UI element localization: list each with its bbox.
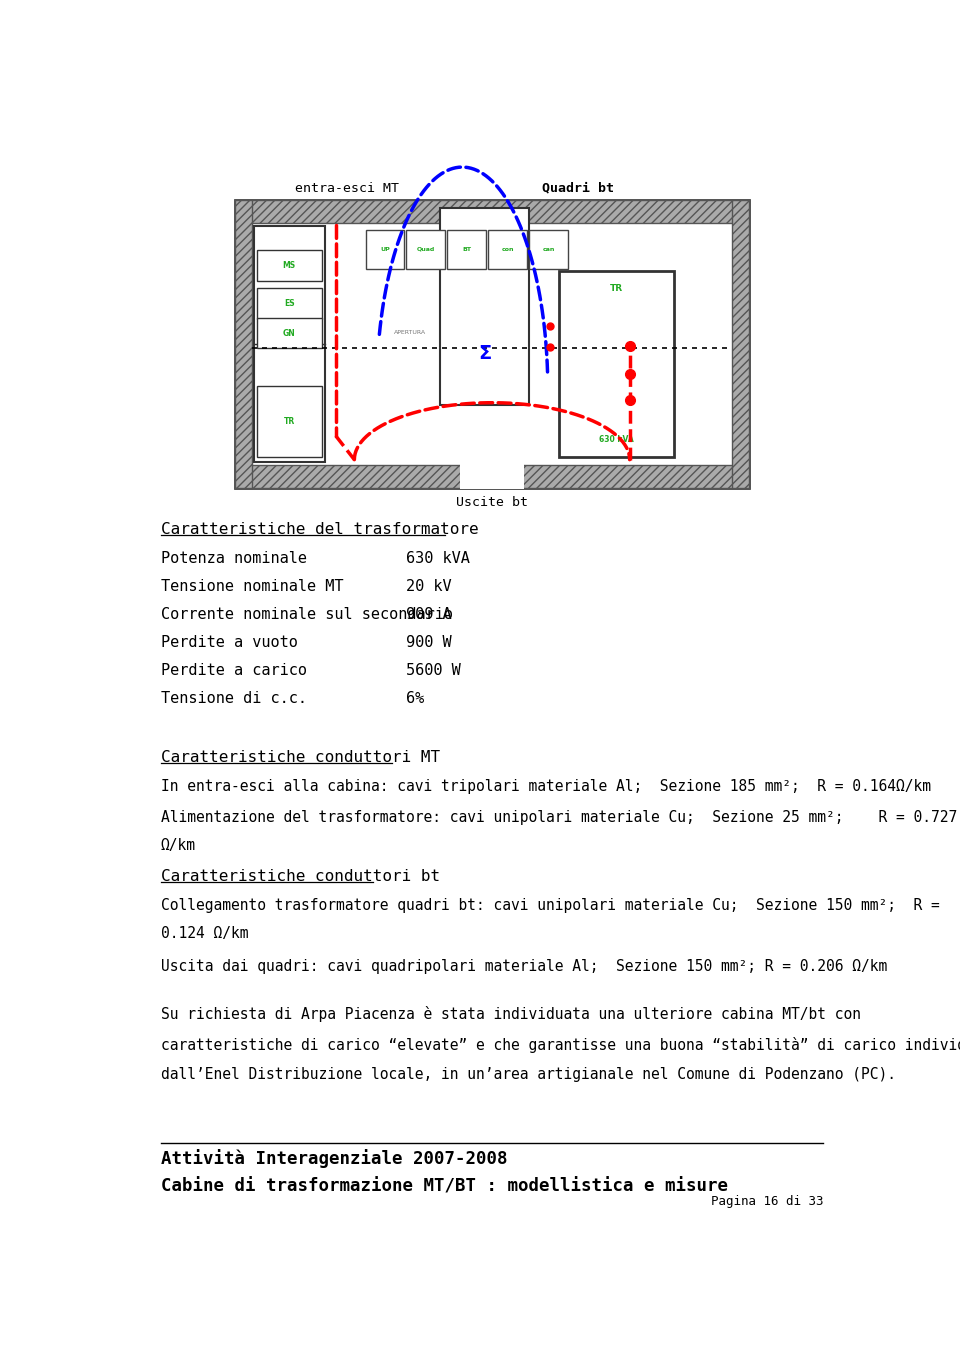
- Text: In entra-esci alla cabina: cavi tripolari materiale Al;  Sezione 185 mm²;  R = 0: In entra-esci alla cabina: cavi tripolar…: [161, 779, 931, 794]
- Bar: [529, 230, 568, 269]
- Text: Uscita dai quadri: cavi quadripolari materiale Al;  Sezione 150 mm²; R = 0.206 Ω: Uscita dai quadri: cavi quadripolari mat…: [161, 959, 887, 974]
- Text: Su richiesta di Arpa Piacenza è stata individuata una ulteriore cabina MT/bt con: Su richiesta di Arpa Piacenza è stata in…: [161, 1006, 861, 1022]
- Text: Σ: Σ: [478, 344, 492, 363]
- Text: dall’Enel Distribuzione locale, in un’area artigianale nel Comune di Podenzano (: dall’Enel Distribuzione locale, in un’ar…: [161, 1067, 896, 1081]
- Text: Caratteristiche del trasformatore: Caratteristiche del trasformatore: [161, 522, 478, 537]
- Text: Collegamento trasformatore quadri bt: cavi unipolari materiale Cu;  Sezione 150 : Collegamento trasformatore quadri bt: ca…: [161, 897, 940, 913]
- Text: con: con: [501, 247, 514, 252]
- Text: Corrente nominale sul secondario: Corrente nominale sul secondario: [161, 607, 453, 621]
- Bar: [366, 230, 404, 269]
- Text: MS: MS: [282, 261, 296, 270]
- Text: caratteristiche di carico “elevate” e che garantisse una buona “stabilità” di ca: caratteristiche di carico “elevate” e ch…: [161, 1037, 960, 1053]
- Text: APERTURA: APERTURA: [395, 330, 426, 335]
- Text: entra-esci MT: entra-esci MT: [295, 182, 399, 195]
- Bar: [235, 199, 252, 488]
- Text: Uscite bt: Uscite bt: [456, 496, 528, 508]
- Text: 900 W: 900 W: [406, 635, 452, 650]
- Bar: [235, 465, 749, 488]
- Text: 6%: 6%: [406, 690, 424, 706]
- Text: BT: BT: [462, 247, 471, 252]
- Text: 630 kVA: 630 kVA: [406, 551, 470, 566]
- Text: Cabine di trasformazione MT/BT : modellistica e misure: Cabine di trasformazione MT/BT : modelli…: [161, 1177, 728, 1196]
- Bar: [447, 230, 486, 269]
- Text: Perdite a carico: Perdite a carico: [161, 663, 307, 678]
- Text: Caratteristiche conduttori MT: Caratteristiche conduttori MT: [161, 749, 440, 765]
- Text: Alimentazione del trasformatore: cavi unipolari materiale Cu;  Sezione 25 mm²;  : Alimentazione del trasformatore: cavi un…: [161, 810, 957, 824]
- Text: Attività Interagenziale 2007-2008: Attività Interagenziale 2007-2008: [161, 1150, 508, 1169]
- Bar: [235, 199, 749, 222]
- Text: TR: TR: [283, 417, 295, 425]
- Bar: [257, 250, 322, 281]
- Text: Tensione nominale MT: Tensione nominale MT: [161, 578, 344, 593]
- Text: Perdite a vuoto: Perdite a vuoto: [161, 635, 298, 650]
- Text: Caratteristiche conduttori bt: Caratteristiche conduttori bt: [161, 869, 440, 884]
- Bar: [406, 230, 445, 269]
- Bar: [559, 272, 674, 456]
- Bar: [253, 226, 324, 461]
- Text: Quad: Quad: [417, 247, 435, 252]
- Bar: [257, 317, 322, 348]
- Text: 5600 W: 5600 W: [406, 663, 461, 678]
- Text: GN: GN: [283, 328, 296, 338]
- Bar: [257, 288, 322, 319]
- Text: ES: ES: [284, 299, 295, 308]
- Text: 909 A: 909 A: [406, 607, 452, 621]
- Text: 0.124 Ω/km: 0.124 Ω/km: [161, 925, 249, 940]
- Bar: [440, 208, 529, 405]
- Text: 630 kVA: 630 kVA: [599, 436, 634, 444]
- Bar: [489, 230, 527, 269]
- Text: Ω/km: Ω/km: [161, 838, 196, 853]
- Text: UP: UP: [380, 247, 390, 252]
- Bar: [732, 199, 749, 488]
- Text: Quadri bt: Quadri bt: [541, 182, 613, 195]
- Text: Tensione di c.c.: Tensione di c.c.: [161, 690, 307, 706]
- Text: Pagina 16 di 33: Pagina 16 di 33: [710, 1194, 823, 1208]
- Text: TR: TR: [610, 284, 623, 293]
- Text: can: can: [542, 247, 555, 252]
- Bar: [461, 463, 523, 488]
- Bar: [235, 199, 749, 488]
- Bar: [257, 386, 322, 456]
- Text: 20 kV: 20 kV: [406, 578, 452, 593]
- Text: Potenza nominale: Potenza nominale: [161, 551, 307, 566]
